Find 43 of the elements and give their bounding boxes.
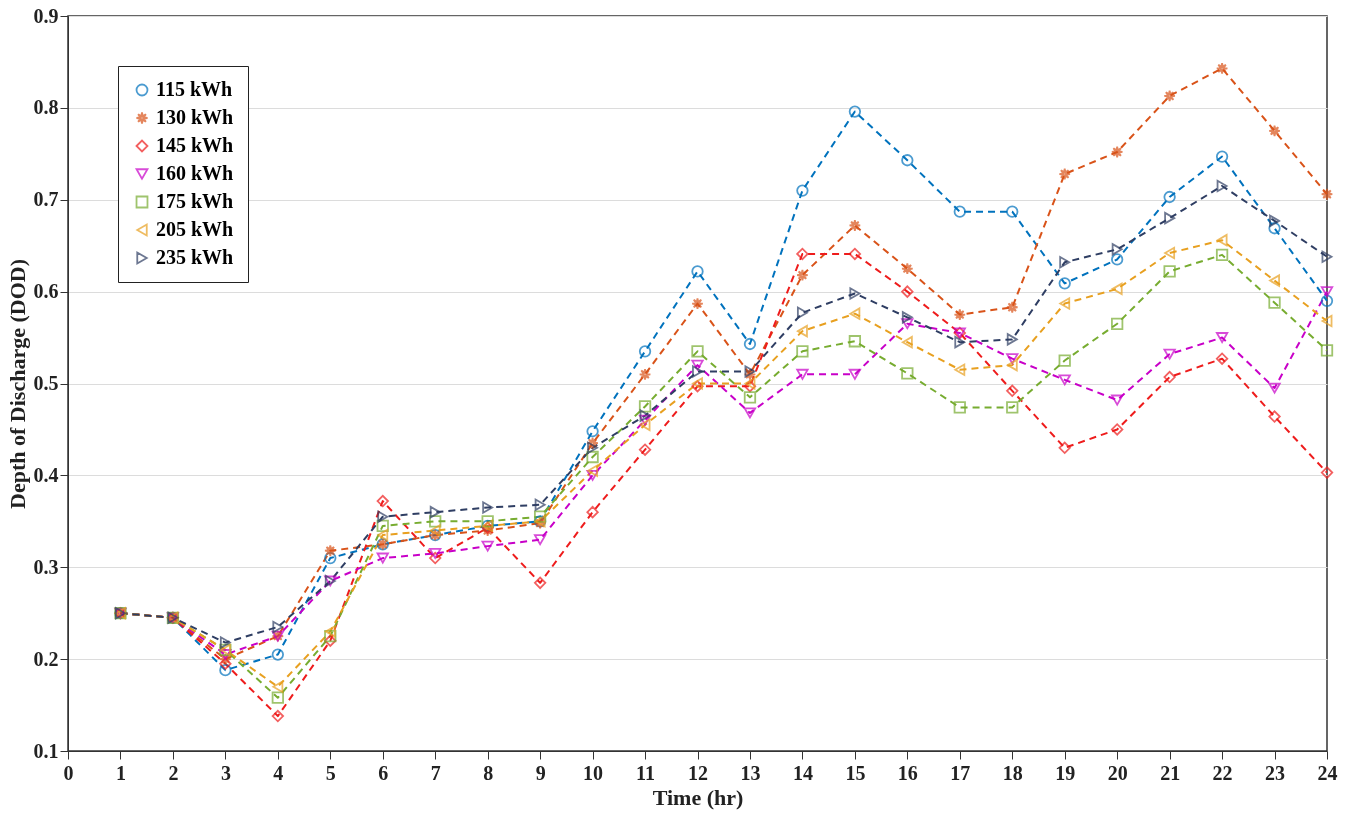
x-tick-label: 21: [1160, 761, 1181, 784]
x-tick-label: 1: [115, 761, 126, 784]
y-tick-label: 0.5: [33, 372, 59, 394]
x-tick-label: 14: [792, 761, 813, 784]
x-tick-label: 17: [950, 761, 971, 784]
x-tick-label: 10: [583, 761, 604, 784]
y-tick-label: 0.2: [33, 647, 59, 670]
legend-label: 130 kWh: [156, 106, 234, 128]
legend-label: 160 kWh: [156, 162, 234, 184]
x-tick-label: 0: [63, 761, 74, 784]
y-tick-label: 0.9: [33, 4, 59, 27]
x-tick-label: 13: [740, 761, 761, 784]
x-axis-title: Time (hr): [652, 784, 744, 810]
legend-label: 145 kWh: [156, 134, 234, 156]
x-tick-label: 16: [897, 761, 918, 784]
legend-label: 235 kWh: [156, 246, 234, 268]
y-axis-title: Depth of Discharge (DOD): [4, 259, 30, 509]
x-tick-label: 19: [1055, 761, 1076, 784]
x-tick-label: 23: [1265, 761, 1286, 784]
x-tick-label: 20: [1107, 761, 1128, 784]
x-tick-label: 12: [688, 761, 708, 784]
x-tick-label: 6: [378, 761, 389, 784]
y-tick-label: 0.7: [33, 188, 59, 211]
y-tick-label: 0.3: [33, 555, 59, 578]
legend-label: 175 kWh: [156, 190, 234, 212]
x-tick-label: 2: [168, 761, 179, 784]
y-tick-label: 0.4: [33, 463, 59, 486]
x-tick-label: 4: [273, 761, 284, 784]
y-tick-label: 0.6: [33, 280, 59, 303]
x-tick-label: 22: [1212, 761, 1233, 784]
x-tick-label: 11: [636, 761, 655, 784]
y-tick-label: 0.1: [33, 739, 59, 762]
x-tick-label: 24: [1317, 761, 1338, 784]
y-tick-label: 0.8: [33, 96, 59, 119]
x-tick-label: 5: [325, 761, 336, 784]
x-tick-label: 9: [535, 761, 546, 784]
x-tick-label: 3: [220, 761, 231, 784]
x-tick-label: 7: [430, 761, 441, 784]
x-tick-label: 18: [1002, 761, 1023, 784]
x-tick-label: 8: [483, 761, 494, 784]
x-tick-label: 15: [845, 761, 866, 784]
legend-label: 115 kWh: [156, 78, 233, 100]
legend-label: 205 kWh: [156, 218, 234, 240]
